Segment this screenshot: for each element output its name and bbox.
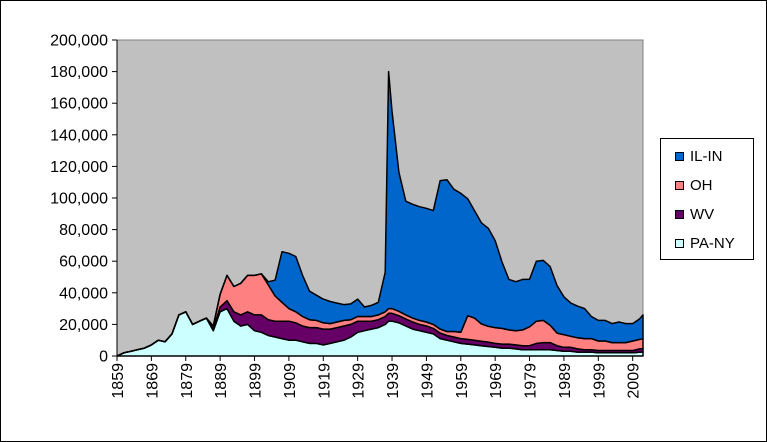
legend-item-il-in: IL-IN: [675, 147, 723, 165]
legend-label-il-in: IL-IN: [690, 147, 723, 165]
x-tick-label: 1989: [557, 363, 574, 399]
x-tick-label: 1979: [523, 363, 540, 399]
y-axis-ticks: 0 20,000 40,000 60,000 80,000 100,000 120,000 1…: [50, 33, 117, 366]
x-tick-label: 1899: [248, 363, 265, 399]
x-tick-label: 1919: [316, 363, 333, 399]
legend-item-pa-ny: PA-NY: [675, 234, 735, 252]
x-tick-label: 1879: [179, 363, 196, 399]
x-tick-label: 1959: [454, 363, 471, 399]
y-tick-label: 200,000: [50, 33, 108, 50]
y-tick-label: 140,000: [50, 127, 108, 144]
x-tick-label: 1859: [110, 363, 127, 399]
legend-item-oh: OH: [675, 176, 713, 194]
y-tick-label: 160,000: [50, 96, 108, 113]
area-il-in: [116, 70, 644, 357]
x-tick-label: 1909: [282, 363, 299, 399]
y-tick-label: 40,000: [59, 285, 108, 302]
legend-swatch-wv: [675, 209, 684, 219]
legend-item-wv: WV: [675, 205, 714, 223]
series-areas: [116, 70, 644, 357]
x-tick-label: 2009: [626, 363, 643, 399]
y-tick-label: 120,000: [50, 159, 108, 176]
x-tick-label: 1869: [144, 363, 161, 399]
legend-label-pa-ny: PA-NY: [690, 234, 735, 252]
x-tick-label: 1889: [213, 363, 230, 399]
x-axis-ticks: 1859 1869 1879 1889 1899 1909 1919 1929 1939 1949…: [110, 356, 643, 399]
y-tick-label: 80,000: [59, 222, 108, 239]
legend: IL-IN OH WV PA-NY: [660, 138, 754, 260]
y-tick-label: 0: [99, 349, 108, 366]
y-tick-label: 100,000: [50, 191, 108, 208]
x-tick-label: 1949: [419, 363, 436, 399]
legend-label-wv: WV: [690, 205, 715, 223]
y-tick-label: 180,000: [50, 64, 108, 81]
y-tick-label: 20,000: [59, 317, 108, 334]
x-tick-label: 1969: [488, 363, 505, 399]
legend-swatch-il-in: [675, 151, 684, 161]
x-tick-label: 1939: [385, 363, 402, 399]
x-tick-label: 1999: [591, 363, 608, 399]
y-tick-label: 60,000: [59, 254, 108, 271]
legend-label-oh: OH: [690, 176, 713, 194]
legend-swatch-oh: [675, 180, 684, 190]
legend-swatch-pa-ny: [675, 238, 684, 248]
x-tick-label: 1929: [351, 363, 368, 399]
